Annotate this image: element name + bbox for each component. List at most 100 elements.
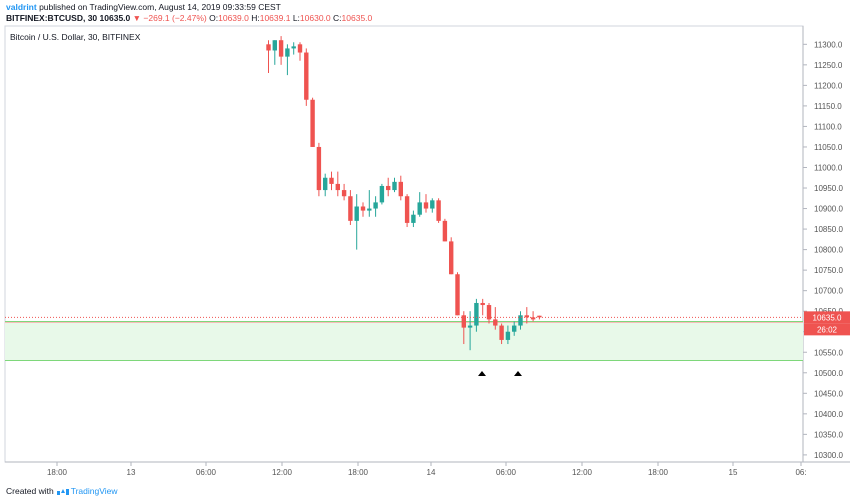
y-tick-label: 10950.0 (814, 184, 843, 193)
candle-body (467, 325, 473, 328)
candle-body (461, 315, 466, 328)
candle-body (530, 317, 536, 320)
created-with-text: Created with (6, 486, 54, 496)
y-tick-label: 10350.0 (814, 430, 843, 439)
y-tick-label: 11250.0 (814, 61, 843, 70)
candle-body (493, 319, 498, 326)
x-tick-label: 13 (127, 468, 136, 477)
x-tick-label: 06: (795, 468, 806, 477)
y-tick-label: 10300.0 (814, 451, 843, 460)
tradingview-link[interactable]: TradingView (70, 486, 118, 496)
y-tick-label: 11300.0 (814, 40, 843, 49)
x-tick-label: 12:00 (572, 468, 593, 477)
ohlc-line: BITFINEX:BTCUSD, 30 10635.0 ▼ −269.1 (−2… (6, 13, 372, 24)
publish-line: valdrint published on TradingView.com, A… (6, 2, 281, 13)
candle-body (430, 200, 435, 209)
x-tick-label: 18:00 (348, 468, 369, 477)
y-tick-label: 10550.0 (814, 348, 843, 357)
candle-body (505, 331, 511, 340)
close-label: C: (333, 13, 342, 23)
candle-body (266, 44, 271, 51)
candle-body (423, 202, 429, 209)
price-change: ▼ −269.1 (−2.47%) (132, 13, 207, 23)
candle-body (278, 40, 284, 57)
last-price-label: 10635.0 (813, 313, 842, 322)
candle-body (373, 202, 378, 209)
candle-body (436, 200, 441, 221)
published-text: published on TradingView.com, August 14,… (39, 2, 281, 12)
open-value: 10639.0 (218, 13, 249, 23)
candle-body (310, 99, 315, 147)
candle-body (297, 44, 303, 53)
low-label: L: (292, 13, 300, 23)
candle-body (348, 196, 353, 221)
y-tick-label: 11100.0 (814, 122, 842, 131)
candle-body (304, 52, 309, 100)
candle-body (449, 241, 454, 275)
candle-body (360, 206, 366, 211)
candle-body (392, 181, 397, 191)
countdown-label: 26:02 (817, 325, 838, 334)
author-link[interactable]: valdrint (6, 2, 37, 12)
last-price: 10635.0 (99, 13, 131, 23)
candle-body (480, 302, 485, 306)
low-value: 10630.0 (299, 13, 331, 23)
y-tick-label: 10500.0 (814, 369, 843, 378)
triangle-marker-icon (478, 371, 486, 376)
footer: Created with TradingView (6, 485, 118, 497)
y-tick-label: 10700.0 (814, 287, 843, 296)
candle-body (486, 305, 492, 320)
y-tick-label: 10850.0 (814, 225, 843, 234)
candle-body (341, 190, 347, 197)
high-value: 10639.1 (259, 13, 291, 23)
y-tick-label: 11050.0 (814, 143, 843, 152)
candle-body (323, 177, 328, 191)
candle-body (367, 208, 372, 211)
candle-body (524, 315, 529, 318)
y-tick-label: 10900.0 (814, 205, 843, 214)
candle-body (442, 220, 448, 242)
high-label: H: (251, 13, 260, 23)
candle-body (474, 302, 479, 326)
y-tick-label: 11200.0 (814, 81, 843, 90)
support-zone (5, 321, 803, 361)
candle-body (455, 274, 460, 316)
x-tick-label: 14 (427, 468, 436, 477)
candle-body (417, 202, 422, 215)
x-tick-label: 18:00 (47, 468, 68, 477)
y-tick-label: 10800.0 (814, 246, 843, 255)
candle-body (285, 48, 290, 57)
chart-title: Bitcoin / U.S. Dollar, 30, BITFINEX (10, 32, 141, 42)
x-tick-label: 18:00 (648, 468, 669, 477)
candle-body (379, 185, 385, 203)
x-tick-label: 06:00 (496, 468, 517, 477)
candle-body (291, 46, 296, 49)
triangle-marker-icon (514, 371, 522, 376)
plot-area[interactable] (4, 25, 804, 463)
candle-body (398, 181, 403, 197)
open-label: O: (209, 13, 219, 23)
y-tick-label: 11000.0 (814, 163, 843, 172)
y-tick-label: 10750.0 (814, 266, 843, 275)
last-price-tag (804, 311, 850, 324)
x-tick-label: 15 (729, 468, 738, 477)
x-tick-label: 12:00 (272, 468, 293, 477)
countdown-tag (804, 323, 850, 336)
tradingview-logo-icon (56, 489, 69, 495)
candle-body (404, 196, 410, 223)
candle-body (335, 183, 340, 191)
candle-body (537, 315, 542, 318)
candle-body (518, 315, 523, 326)
candle-body (411, 214, 416, 223)
candle-body (512, 325, 517, 332)
candle-body (329, 177, 334, 184)
symbol-label: BITFINEX:BTCUSD, 30 (6, 13, 98, 23)
y-tick-label: 10400.0 (814, 410, 843, 419)
candle-body (386, 185, 391, 191)
candle-body (499, 325, 504, 340)
candle-body (354, 206, 359, 221)
y-tick-label: 11150.0 (814, 102, 842, 111)
candle-body (272, 40, 277, 51)
y-tick-label: 10450.0 (814, 389, 843, 398)
